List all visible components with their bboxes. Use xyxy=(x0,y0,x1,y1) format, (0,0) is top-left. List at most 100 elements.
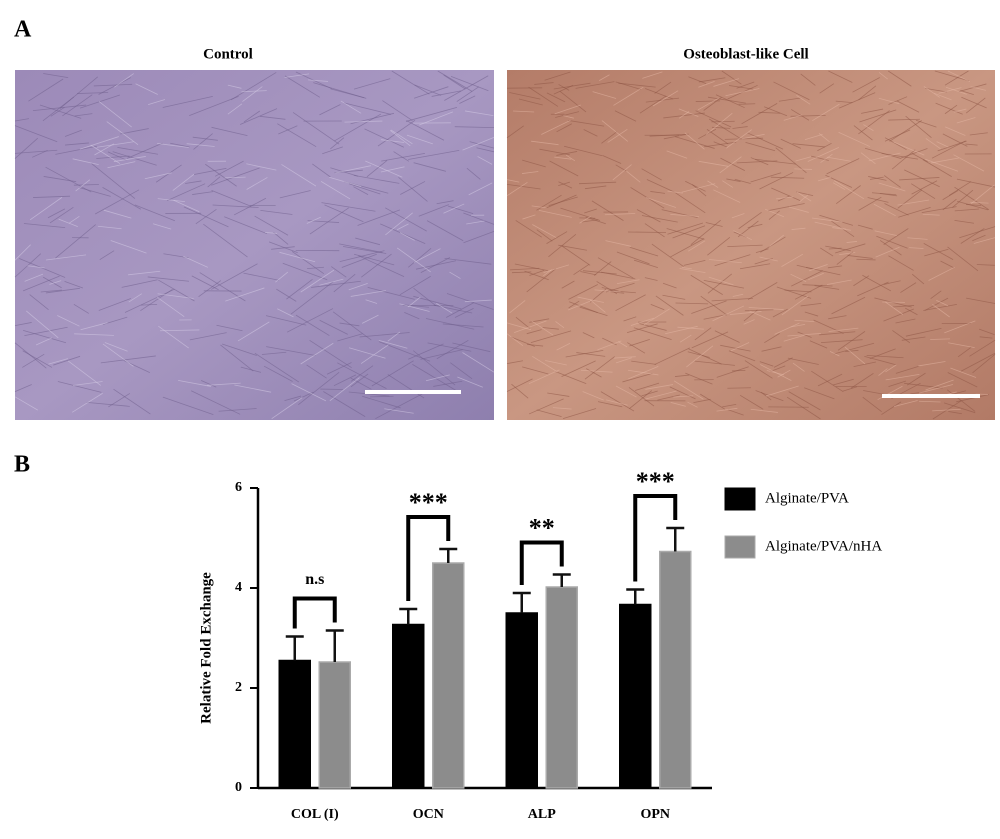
cell xyxy=(800,73,816,86)
cell xyxy=(683,260,706,266)
cell xyxy=(650,304,665,311)
cell xyxy=(954,220,974,224)
cell xyxy=(436,303,453,314)
cell xyxy=(957,346,972,358)
cell xyxy=(856,258,876,261)
cell xyxy=(536,409,562,417)
cell xyxy=(14,322,32,327)
cell xyxy=(613,86,644,106)
cell xyxy=(691,184,707,197)
cell xyxy=(135,83,158,95)
cell xyxy=(790,273,807,282)
cell xyxy=(956,200,989,211)
cell xyxy=(366,160,388,178)
cell xyxy=(960,90,974,95)
cell xyxy=(563,115,574,119)
cell xyxy=(883,280,901,285)
cell xyxy=(764,208,785,218)
cell xyxy=(326,362,352,375)
cell xyxy=(879,240,902,256)
bar xyxy=(545,586,578,789)
cell xyxy=(162,396,214,416)
cell xyxy=(906,372,926,386)
cell xyxy=(827,265,843,269)
cell xyxy=(543,269,552,277)
cell xyxy=(407,247,432,268)
cell xyxy=(907,237,928,240)
cell xyxy=(616,279,640,285)
cell xyxy=(935,102,963,115)
cell xyxy=(193,167,227,175)
cell xyxy=(77,92,109,94)
cell xyxy=(584,208,597,214)
cell xyxy=(407,296,421,308)
cell xyxy=(436,339,469,360)
cell xyxy=(344,120,383,123)
cell xyxy=(607,128,628,143)
cell xyxy=(741,103,778,125)
cell xyxy=(754,158,797,165)
cell xyxy=(552,407,572,410)
cell xyxy=(443,74,466,90)
cell xyxy=(804,133,823,141)
cell xyxy=(777,195,790,202)
cell xyxy=(521,171,539,174)
cell xyxy=(741,133,765,140)
cell xyxy=(413,287,437,307)
cell xyxy=(380,166,405,173)
cell-texture xyxy=(506,70,996,420)
cell xyxy=(234,384,272,393)
cell xyxy=(615,357,632,364)
cell xyxy=(792,143,826,148)
legend-swatch xyxy=(724,535,756,559)
cell xyxy=(911,152,928,163)
cell xyxy=(22,275,60,292)
cell xyxy=(462,137,495,151)
cell xyxy=(413,248,441,263)
cell xyxy=(681,267,692,270)
cell xyxy=(281,164,317,187)
cell xyxy=(728,350,756,362)
cell xyxy=(384,408,414,414)
cell xyxy=(291,383,327,402)
cell xyxy=(579,216,591,224)
cell xyxy=(200,380,217,388)
cell xyxy=(687,351,710,358)
cell xyxy=(884,203,909,216)
cell xyxy=(46,254,87,261)
cell xyxy=(454,126,495,129)
cell xyxy=(40,289,62,293)
cell xyxy=(216,324,243,332)
cell xyxy=(654,81,672,94)
cell xyxy=(531,140,559,146)
cell xyxy=(713,78,740,87)
cell xyxy=(738,103,756,105)
cell xyxy=(781,295,809,316)
cell xyxy=(319,319,348,335)
cell xyxy=(804,311,819,317)
cell xyxy=(128,293,142,303)
error-bar xyxy=(512,591,531,613)
cell xyxy=(871,192,897,196)
cell xyxy=(203,223,248,258)
cell xyxy=(867,197,889,203)
cell xyxy=(284,75,321,98)
cell xyxy=(636,209,661,223)
cell xyxy=(45,166,92,193)
cell xyxy=(102,187,142,210)
cell xyxy=(207,176,221,188)
cell xyxy=(413,162,446,172)
cell xyxy=(558,181,570,187)
cell xyxy=(561,280,575,289)
cell xyxy=(950,367,977,378)
cell xyxy=(821,339,863,344)
cell xyxy=(947,246,979,272)
cell xyxy=(246,177,268,190)
cell xyxy=(353,186,369,195)
cell xyxy=(857,281,889,297)
cell xyxy=(601,287,619,292)
cell xyxy=(538,209,572,218)
cell xyxy=(205,163,237,187)
y-tick-label: 2 xyxy=(235,680,242,695)
cell xyxy=(568,120,605,127)
